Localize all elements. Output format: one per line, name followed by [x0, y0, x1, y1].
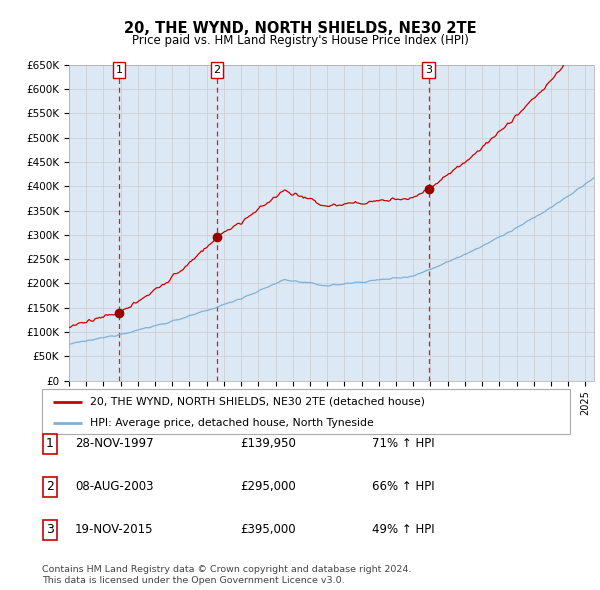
Text: 3: 3 [46, 523, 54, 536]
Text: 28-NOV-1997: 28-NOV-1997 [75, 437, 154, 450]
Text: £395,000: £395,000 [240, 523, 296, 536]
Text: 20, THE WYND, NORTH SHIELDS, NE30 2TE (detached house): 20, THE WYND, NORTH SHIELDS, NE30 2TE (d… [89, 397, 425, 407]
Text: Contains HM Land Registry data © Crown copyright and database right 2024.: Contains HM Land Registry data © Crown c… [42, 565, 412, 574]
Text: Price paid vs. HM Land Registry's House Price Index (HPI): Price paid vs. HM Land Registry's House … [131, 34, 469, 47]
Text: This data is licensed under the Open Government Licence v3.0.: This data is licensed under the Open Gov… [42, 576, 344, 585]
Text: 71% ↑ HPI: 71% ↑ HPI [372, 437, 434, 450]
Text: 49% ↑ HPI: 49% ↑ HPI [372, 523, 434, 536]
Text: 1: 1 [46, 437, 54, 450]
Text: 20, THE WYND, NORTH SHIELDS, NE30 2TE: 20, THE WYND, NORTH SHIELDS, NE30 2TE [124, 21, 476, 35]
Text: 19-NOV-2015: 19-NOV-2015 [75, 523, 154, 536]
Text: 3: 3 [425, 65, 432, 75]
Text: 1: 1 [116, 65, 122, 75]
Text: 08-AUG-2003: 08-AUG-2003 [75, 480, 154, 493]
Text: 2: 2 [46, 480, 54, 493]
Text: £139,950: £139,950 [240, 437, 296, 450]
Text: HPI: Average price, detached house, North Tyneside: HPI: Average price, detached house, Nort… [89, 418, 373, 428]
Text: 66% ↑ HPI: 66% ↑ HPI [372, 480, 434, 493]
Text: £295,000: £295,000 [240, 480, 296, 493]
Text: 2: 2 [214, 65, 221, 75]
